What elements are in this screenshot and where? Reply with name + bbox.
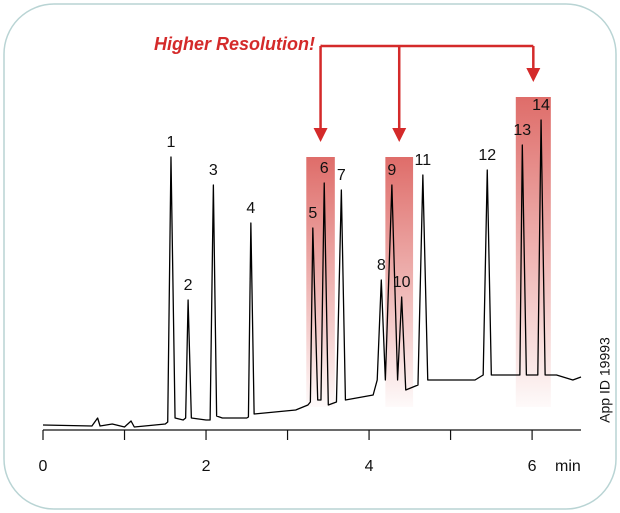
peak-label: 13 [513, 122, 531, 139]
peak-label: 1 [167, 134, 176, 151]
side-note: App ID 19993 [597, 337, 613, 423]
peak-label: 2 [184, 277, 193, 294]
x-axis-label: min [555, 458, 581, 475]
frame [3, 3, 617, 510]
x-tick-label: 2 [202, 458, 211, 475]
x-tick-label: 4 [365, 458, 374, 475]
highlight-band [385, 157, 414, 407]
arrow-head [526, 68, 541, 82]
x-tick-label: 0 [39, 458, 48, 475]
arrow-head [313, 128, 328, 142]
peak-label: 5 [308, 205, 317, 222]
peak-label: 7 [337, 167, 346, 184]
peak-label: 14 [532, 97, 550, 114]
peak-label: 6 [320, 160, 329, 177]
peak-label: 3 [209, 162, 218, 179]
peak-label: 11 [415, 152, 432, 169]
x-tick-label: 6 [528, 458, 537, 475]
peak-label: 10 [393, 274, 411, 291]
peak-label: 12 [478, 147, 496, 164]
peak-label: 8 [377, 257, 386, 274]
peak-label: 4 [246, 200, 255, 217]
peak-label: 9 [387, 162, 396, 179]
annotation: Higher Resolution! [154, 34, 315, 54]
arrow-head [392, 128, 407, 142]
arrows [313, 44, 541, 142]
trace [42, 119, 582, 428]
